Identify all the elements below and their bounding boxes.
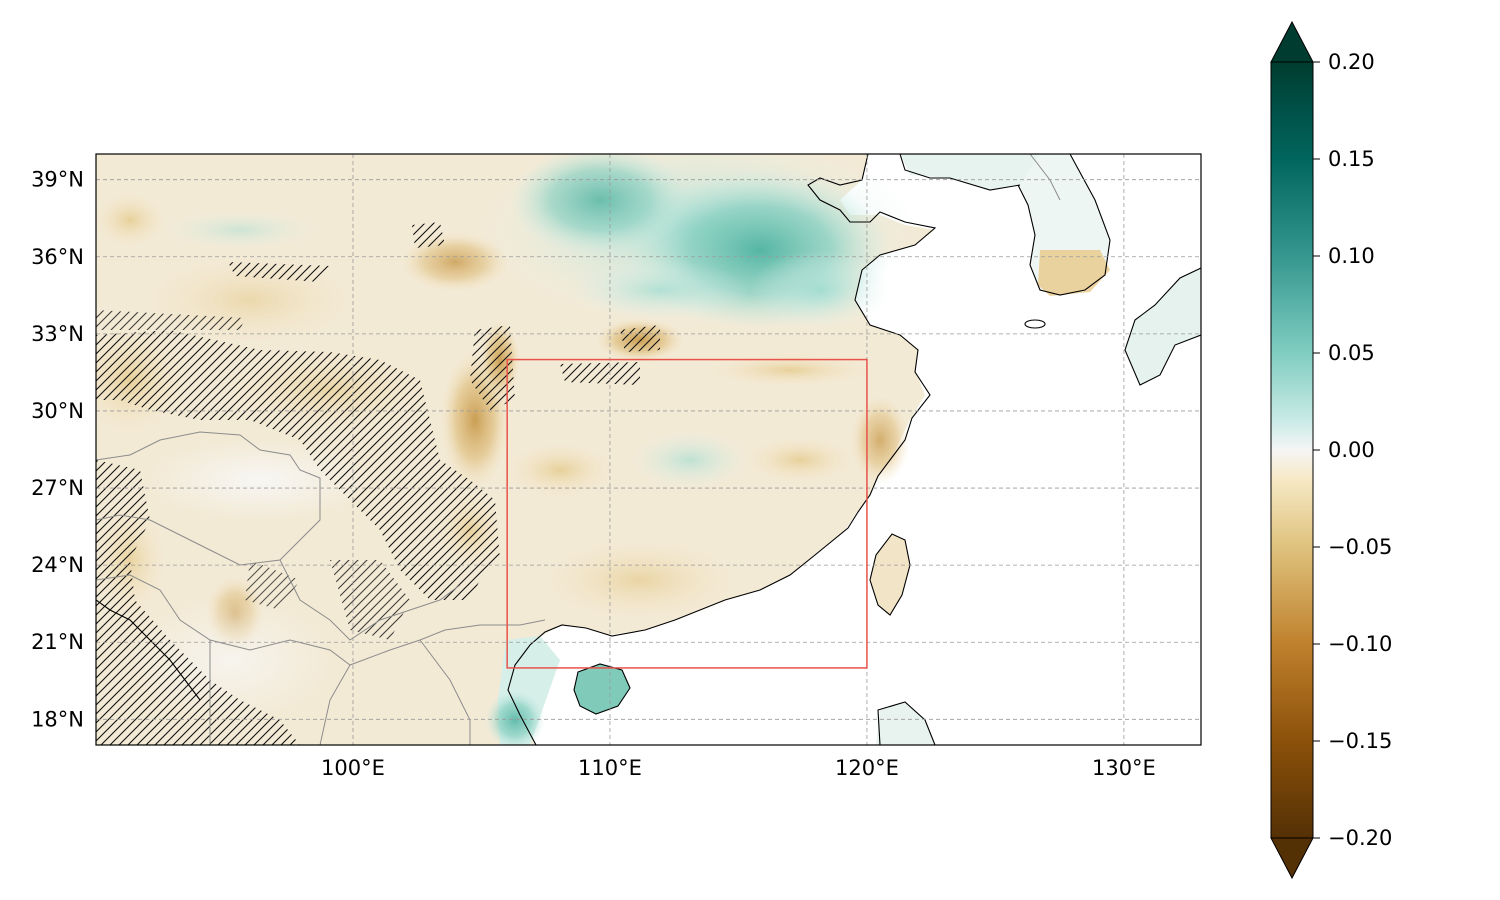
lat-tick-label: 39°N — [31, 168, 84, 192]
lat-tick-label: 27°N — [31, 476, 84, 500]
land-japan — [1125, 268, 1201, 385]
lat-tick-label: 18°N — [31, 707, 84, 731]
lat-tick-label: 30°N — [31, 399, 84, 423]
latitude-tick-labels: 18°N 21°N 24°N 27°N 30°N 33°N 36°N 39°N — [31, 168, 84, 732]
gridlines — [96, 154, 1201, 745]
colorbar-tick-label: −0.15 — [1328, 729, 1392, 753]
country-borders — [96, 154, 1061, 745]
colorbar-tick-label: 0.15 — [1328, 147, 1375, 171]
colorbar-body — [1270, 61, 1314, 839]
colorbar-tick-label: 0.00 — [1328, 438, 1375, 462]
colorbar: 0.20 0.15 0.10 0.05 0.00 −0.05 −0.10 −0.15 −0.20 — [1270, 20, 1392, 880]
lat-tick-label: 24°N — [31, 553, 84, 577]
map-panel: 100°E 110°E 120°E 130°E 18°N 21°N 24°N 27°N 30°… — [31, 153, 1202, 780]
lon-tick-label: 100°E — [321, 756, 385, 780]
land-taiwan — [870, 534, 910, 615]
coastline — [96, 154, 1201, 745]
significance-hatching — [96, 222, 660, 745]
colorbar-tick-label: 0.20 — [1328, 50, 1375, 74]
colorbar-extend-bottom — [1270, 837, 1314, 880]
longitude-tick-labels: 100°E 110°E 120°E 130°E — [321, 756, 1156, 780]
colorbar-ticks: 0.20 0.15 0.10 0.05 0.00 −0.05 −0.10 −0.15 −0.20 — [1313, 50, 1392, 850]
lat-tick-label: 33°N — [31, 322, 84, 346]
lon-tick-label: 120°E — [835, 756, 899, 780]
lon-tick-label: 110°E — [578, 756, 642, 780]
lat-tick-label: 36°N — [31, 245, 84, 269]
colorbar-tick-label: −0.10 — [1328, 632, 1392, 656]
colorbar-tick-label: −0.20 — [1328, 826, 1392, 850]
lon-tick-label: 130°E — [1092, 756, 1156, 780]
colorbar-tick-label: −0.05 — [1328, 535, 1392, 559]
map-frame — [95, 153, 1202, 746]
lat-tick-label: 21°N — [31, 630, 84, 654]
colorbar-extend-top — [1270, 20, 1314, 63]
colorbar-tick-label: 0.05 — [1328, 341, 1375, 365]
colorbar-tick-label: 0.10 — [1328, 244, 1375, 268]
region-box — [506, 358, 868, 669]
land-hainan — [574, 664, 630, 714]
